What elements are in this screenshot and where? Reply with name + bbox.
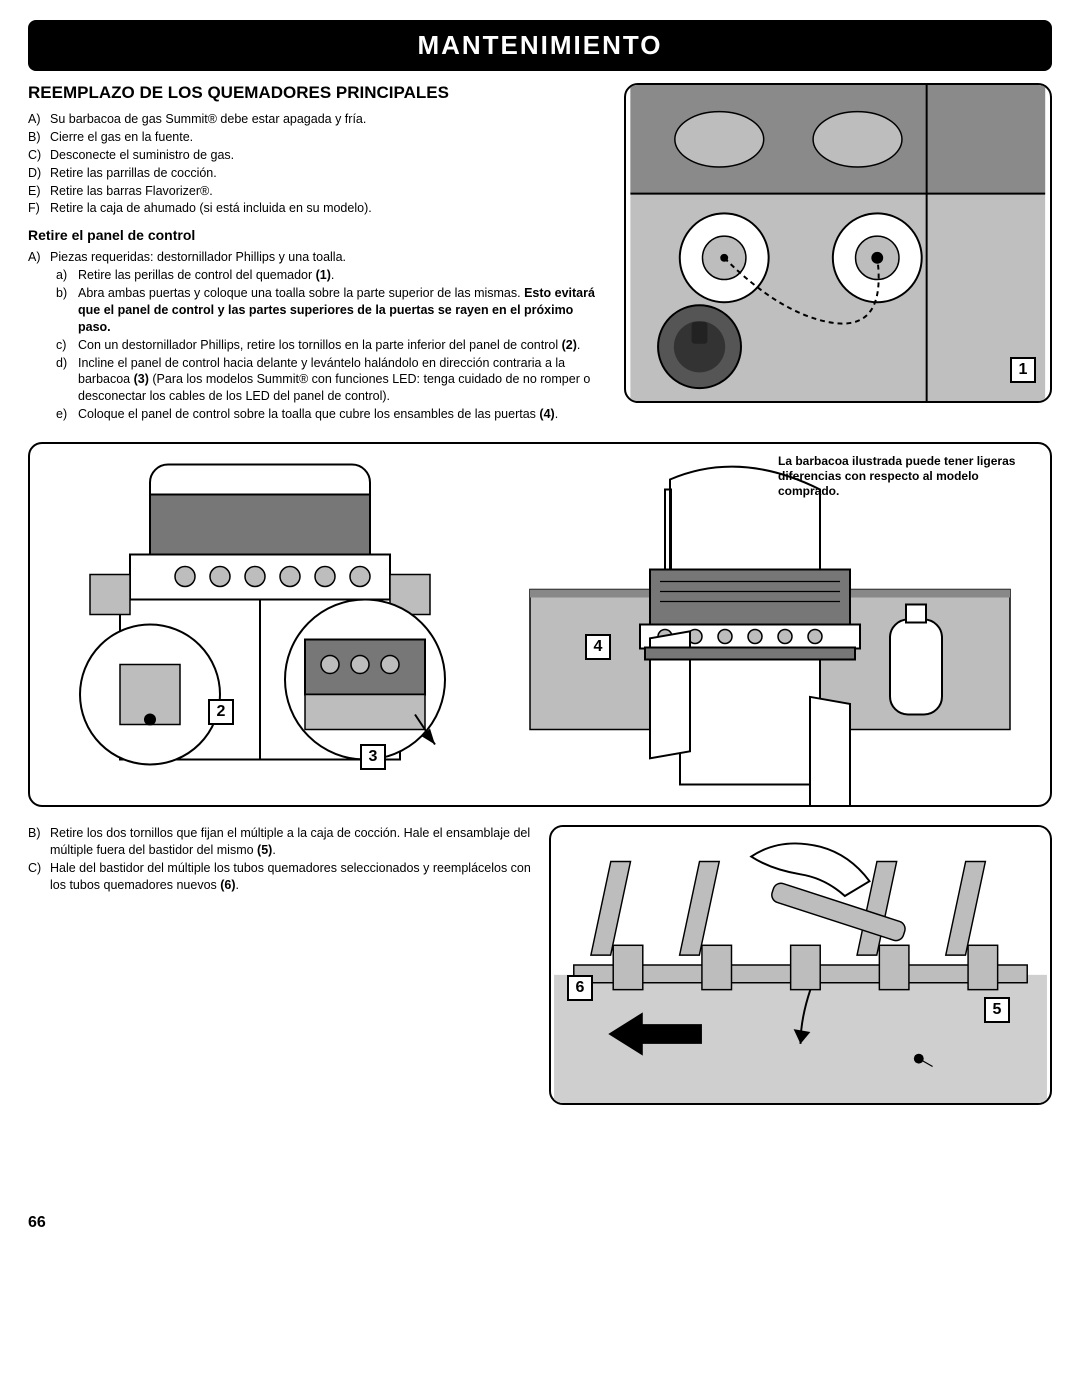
figure-3: 6 5 [549,825,1052,1105]
prep-step-list: A)Su barbacoa de gas Summit® debe estar … [28,111,606,217]
list-item: e)Coloque el panel de control sobre la t… [56,406,606,423]
list-item: C)Hale del bastidor del múltiple los tub… [28,860,531,894]
marker: F) [28,200,50,217]
figure-3-column: 6 5 [549,825,1052,1232]
list-item: a)Retire las perillas de control del que… [56,267,606,284]
text: Su barbacoa de gas Summit® debe estar ap… [50,111,366,128]
figure-wide: La barbacoa ilustrada puede tener ligera… [28,442,1052,807]
marker: C) [28,147,50,164]
marker: B) [28,825,50,859]
list-item: A)Su barbacoa de gas Summit® debe estar … [28,111,606,128]
text: Desconecte el suministro de gas. [50,147,234,164]
figure-1: 1 [624,83,1052,403]
marker: e) [56,406,78,423]
callout-6: 6 [567,975,593,1001]
bottom-text-column: B)Retire los dos tornillos que fijan el … [28,825,531,1232]
marker: a) [56,267,78,284]
marker: A) [28,249,50,266]
top-row: REEMPLAZO DE LOS QUEMADORES PRINCIPALES … [28,83,1052,424]
list-item: E)Retire las barras Flavorizer®. [28,183,606,200]
list-item: A)Piezas requeridas: destornillador Phil… [28,249,606,266]
marker: D) [28,165,50,182]
list-item: c)Con un destornillador Phillips, retire… [56,337,606,354]
callout-4: 4 [585,634,611,660]
list-item: d)Incline el panel de control hacia dela… [56,355,606,406]
callout-3: 3 [360,744,386,770]
list-item: B)Cierre el gas en la fuente. [28,129,606,146]
list-item: C)Desconecte el suministro de gas. [28,147,606,164]
marker: A) [28,111,50,128]
marker: b) [56,285,78,336]
illustration-note: La barbacoa ilustrada puede tener ligera… [778,454,1038,499]
panel-sub-list: a)Retire las perillas de control del que… [28,267,606,423]
list-item: B)Retire los dos tornillos que fijan el … [28,825,531,859]
marker: B) [28,129,50,146]
marker: C) [28,860,50,894]
page-number: 66 [28,1214,531,1232]
burner-tube-illustration [551,827,1050,1103]
marker: E) [28,183,50,200]
text: Retire las barras Flavorizer®. [50,183,213,200]
text: Hale del bastidor del múltiple los tubos… [50,860,531,894]
text: Retire la caja de ahumado (si está inclu… [50,200,372,217]
callout-2: 2 [208,699,234,725]
panel-intro-list: A)Piezas requeridas: destornillador Phil… [28,249,606,266]
callout-5: 5 [984,997,1010,1023]
bottom-step-list: B)Retire los dos tornillos que fijan el … [28,825,531,894]
list-item: b)Abra ambas puertas y coloque una toall… [56,285,606,336]
text: Coloque el panel de control sobre la toa… [78,406,558,423]
text: Con un destornillador Phillips, retire l… [78,337,580,354]
text: Retire los dos tornillos que fijan el mú… [50,825,531,859]
callout-1: 1 [1010,357,1036,383]
text: Cierre el gas en la fuente. [50,129,193,146]
text: Piezas requeridas: destornillador Philli… [50,249,346,266]
bottom-row: B)Retire los dos tornillos que fijan el … [28,825,1052,1232]
header-bar: MANTENIMIENTO [28,20,1052,71]
figure-1-column: 1 [624,83,1052,424]
text: Abra ambas puertas y coloque una toalla … [78,285,606,336]
marker: c) [56,337,78,354]
list-item: F)Retire la caja de ahumado (si está inc… [28,200,606,217]
text: Retire las perillas de control del quema… [78,267,334,284]
list-item: D)Retire las parrillas de cocción. [28,165,606,182]
sub-title: Retire el panel de control [28,227,606,243]
section-title: REEMPLAZO DE LOS QUEMADORES PRINCIPALES [28,83,606,103]
text-column: REEMPLAZO DE LOS QUEMADORES PRINCIPALES … [28,83,606,424]
knob-illustration [626,85,1050,401]
marker: d) [56,355,78,406]
text: Incline el panel de control hacia delant… [78,355,606,406]
text: Retire las parrillas de cocción. [50,165,217,182]
